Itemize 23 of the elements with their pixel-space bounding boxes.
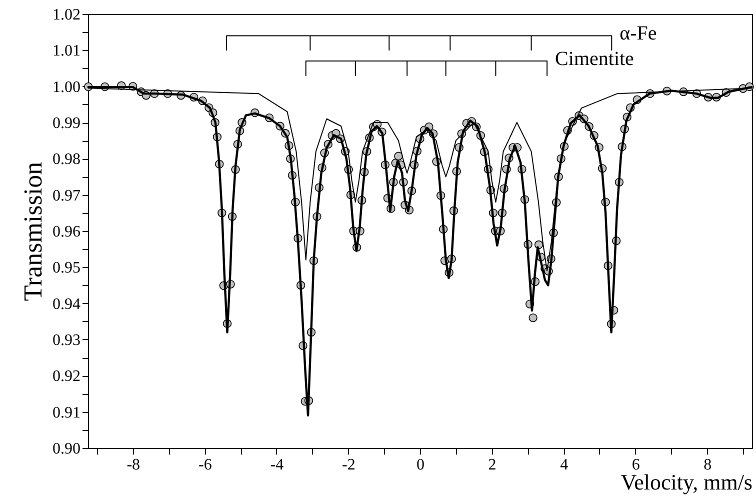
y-tick-label: 0.99 — [52, 115, 80, 132]
y-tick-label: 0.95 — [52, 260, 80, 277]
y-tick-label: 0.96 — [52, 224, 80, 240]
y-tick-label: 0.91 — [52, 404, 80, 422]
x-tick-label: -2 — [342, 456, 356, 474]
y-tick-label: 1.00 — [52, 78, 80, 96]
y-tick-label: 1.01 — [52, 42, 80, 60]
y-axis-title: Transmission — [18, 162, 48, 302]
y-tick-label: 0.98 — [52, 151, 80, 168]
y-tick-label: 1.02 — [52, 6, 80, 24]
x-tick-label: -4 — [270, 456, 284, 474]
x-tick-label: 0 — [416, 456, 424, 474]
y-tick-label: 0.90 — [52, 440, 80, 458]
x-tick-label: 2 — [488, 456, 496, 474]
y-tick-label: 0.97 — [52, 187, 80, 204]
series-label: Cimentite — [555, 48, 634, 70]
x-tick-label: 4 — [560, 456, 568, 474]
x-tick-label: -6 — [198, 456, 212, 474]
series-label: α-Fe — [620, 22, 657, 45]
y-tick-label: 0.94 — [52, 296, 80, 313]
y-tick-label: 0.92 — [52, 368, 80, 386]
x-tick-label: -8 — [126, 456, 140, 474]
y-tick-label: 0.93 — [52, 332, 80, 349]
